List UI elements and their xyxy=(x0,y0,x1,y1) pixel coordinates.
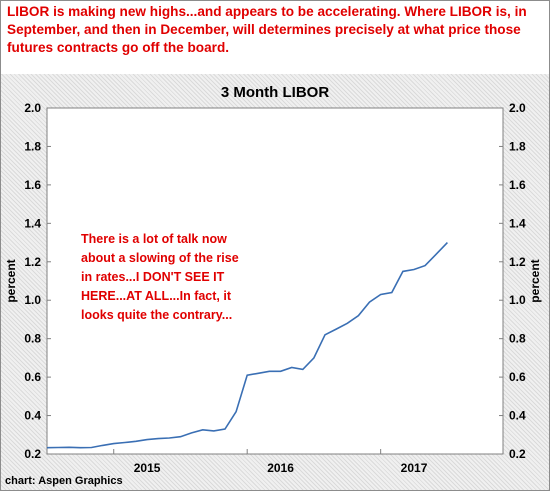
y-tick-label-right: 0.8 xyxy=(509,332,526,346)
y-tick-label-left: 0.6 xyxy=(24,370,41,384)
y-tick-label-left: 1.0 xyxy=(24,293,41,307)
annotation-line: There is a lot of talk now xyxy=(81,232,227,246)
y-tick-label-right: 1.6 xyxy=(509,178,526,192)
y-tick-label-right: 1.0 xyxy=(509,293,526,307)
y-tick-label-right: 0.6 xyxy=(509,370,526,384)
y-tick-label-left: 1.6 xyxy=(24,178,41,192)
y-tick-label-right: 0.4 xyxy=(509,409,526,423)
y-axis-label-right: percent xyxy=(528,259,542,302)
y-axis-label-left: percent xyxy=(4,259,18,302)
x-tick-label: 2016 xyxy=(267,461,294,475)
headline-text: LIBOR is making new highs...and appears … xyxy=(7,4,527,55)
y-tick-label-left: 1.4 xyxy=(24,216,41,230)
y-tick-label-left: 2.0 xyxy=(24,101,41,115)
y-tick-label-right: 1.2 xyxy=(509,255,526,269)
plot-area xyxy=(46,107,504,455)
y-tick-label-right: 2.0 xyxy=(509,101,526,115)
annotation-line: about a slowing of the rise xyxy=(81,251,239,265)
annotation-text: There is a lot of talk now about a slowin… xyxy=(81,232,239,322)
y-tick-label-left: 1.2 xyxy=(24,255,41,269)
y-tick-label-right: 1.8 xyxy=(509,139,526,153)
y-tick-label-left: 0.8 xyxy=(24,332,41,346)
y-tick-label-right: 0.2 xyxy=(509,447,526,461)
annotation-line: looks quite the contrary... xyxy=(81,308,232,322)
chart-title: 3 Month LIBOR xyxy=(221,84,329,101)
annotation-line: HERE...AT ALL...In fact, it xyxy=(81,289,232,303)
y-tick-label-left: 0.4 xyxy=(24,409,41,423)
y-tick-label-left: 0.2 xyxy=(24,447,41,461)
y-tick-label-right: 1.4 xyxy=(509,216,526,230)
annotation-line: in rates...I DON'T SEE IT xyxy=(81,270,225,284)
axis-ticks: 0.2 0.2 0.4 0.4 0.6 0.6 0.8 0.8 1.0 1.0 1.2 1.2 1.4 1… xyxy=(24,101,526,475)
series-line-libor xyxy=(46,242,448,449)
x-tick-label: 2017 xyxy=(401,461,428,475)
y-tick-label-left: 1.8 xyxy=(24,139,41,153)
x-tick-label: 2015 xyxy=(134,461,161,475)
source-credit: chart: Aspen Graphics xyxy=(5,475,123,487)
